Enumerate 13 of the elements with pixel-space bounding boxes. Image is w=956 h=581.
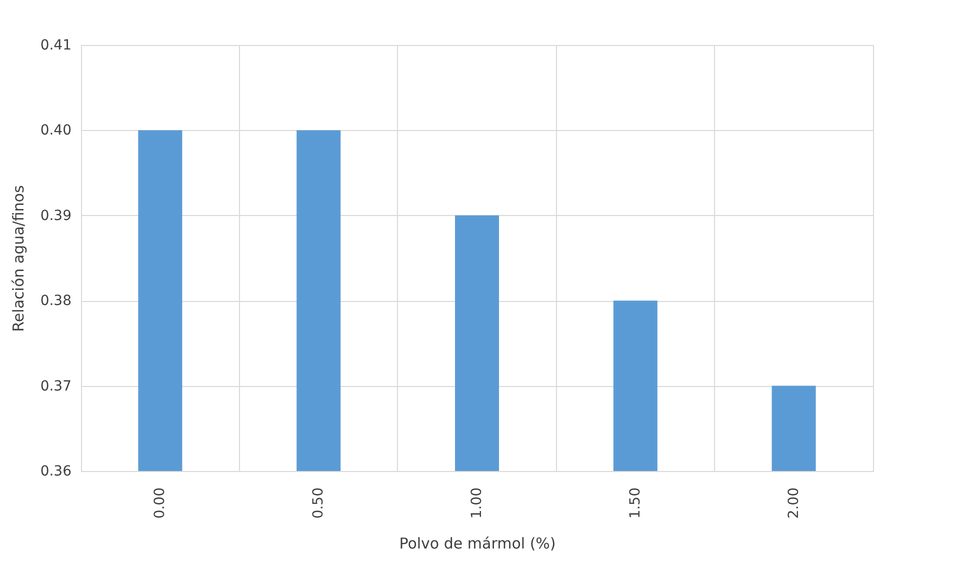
- y-axis-title: Relación agua/finos: [9, 185, 28, 332]
- y-tick-label: 0.40: [40, 122, 72, 139]
- x-tick-label: 0.00: [152, 488, 168, 519]
- y-tick-label: 0.38: [40, 293, 72, 310]
- x-tick-label: 0.50: [310, 488, 327, 519]
- y-tick-label: 0.36: [40, 464, 72, 480]
- x-tick-label: 2.00: [786, 488, 802, 519]
- x-tick-label: 1.50: [627, 488, 644, 519]
- x-tick-label: 1.00: [469, 488, 485, 519]
- y-tick-label: 0.39: [40, 208, 72, 224]
- y-tick-label: 0.41: [40, 38, 72, 54]
- x-axis-title: Polvo de mármol (%): [399, 534, 556, 553]
- y-tick-label: 0.37: [40, 378, 72, 394]
